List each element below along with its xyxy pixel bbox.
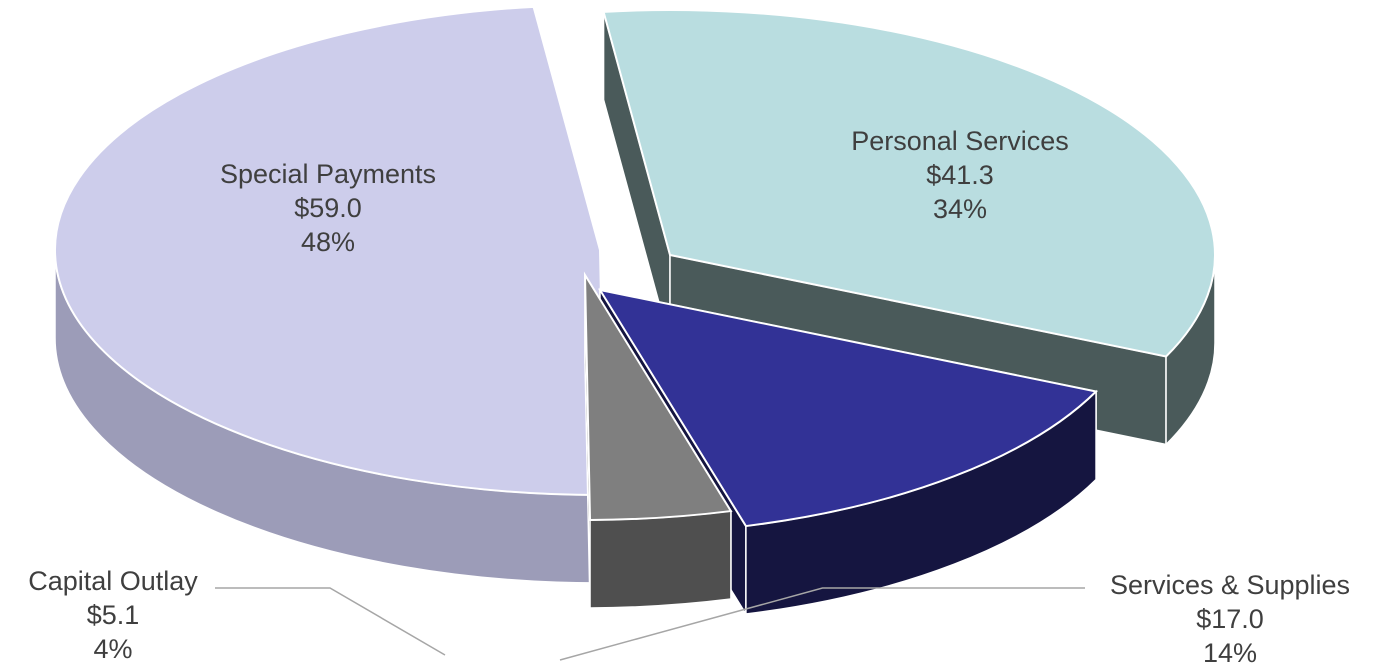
slice-capital-outlay bbox=[583, 271, 733, 609]
slice-personal-services-top bbox=[602, 9, 1216, 358]
label-capital-outlay-category: Capital Outlay bbox=[28, 566, 198, 596]
label-capital-outlay-value: $5.1 bbox=[87, 600, 140, 630]
label-services-and-supplies-category: Services & Supplies bbox=[1110, 570, 1350, 600]
slice-capital-outlay-rim-0 bbox=[589, 510, 732, 609]
slice-services-and-supplies-top bbox=[597, 288, 1099, 528]
pie-labels: Personal Services $41.3 34% Services & Supp… bbox=[28, 126, 1350, 668]
label-capital-outlay-percent: 4% bbox=[93, 634, 132, 664]
label-special-payments-percent: 48% bbox=[301, 227, 355, 257]
slice-special-payments bbox=[54, 5, 607, 584]
slice-capital-outlay-top bbox=[583, 271, 733, 521]
label-personal-services-value: $41.3 bbox=[926, 160, 994, 190]
label-special-payments-value: $59.0 bbox=[294, 193, 362, 223]
label-personal-services-percent: 34% bbox=[933, 194, 987, 224]
leader-line-capital-outlay bbox=[215, 587, 446, 656]
pie-slices bbox=[54, 5, 1216, 617]
slice-personal-services bbox=[602, 9, 1216, 447]
slice-special-payments-top bbox=[54, 5, 607, 496]
label-services-and-supplies-percent: 14% bbox=[1203, 638, 1257, 668]
label-services-and-supplies-value: $17.0 bbox=[1196, 604, 1264, 634]
label-special-payments-category: Special Payments bbox=[220, 159, 436, 189]
leader-line-services-and-supplies bbox=[559, 587, 1085, 661]
label-personal-services-category: Personal Services bbox=[851, 126, 1069, 156]
